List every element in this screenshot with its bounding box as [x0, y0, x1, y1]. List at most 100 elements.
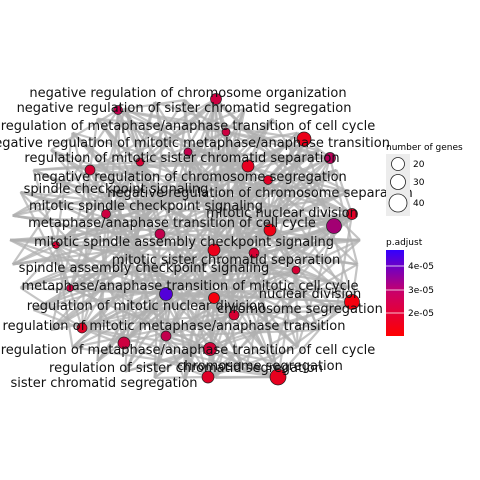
network-node: [344, 294, 360, 310]
network-edge: [117, 98, 186, 112]
network-node: [203, 342, 217, 356]
size-legend: number of genes 20 30 40: [386, 143, 463, 216]
network-edge: [54, 132, 74, 246]
network-edge: [164, 151, 190, 337]
network-node: [228, 309, 240, 321]
node-label: negative regulation of mitotic metaphase…: [0, 136, 390, 151]
color-legend-title: p.adjust: [386, 238, 423, 248]
node-label: nuclear division: [259, 287, 361, 302]
network-edge: [295, 239, 361, 271]
node-label: metaphase/anaphase transition of cell cy…: [28, 216, 316, 231]
network-edge: [139, 131, 298, 164]
node-label: regulation of mitotic metaphase/anaphase…: [3, 319, 346, 334]
size-legend-circle-30: [390, 174, 406, 190]
network-edge: [183, 297, 216, 381]
node-label: mitotic spindle checkpoint signaling: [29, 199, 263, 214]
label-layer: negative regulation of chromosome organi…: [0, 86, 413, 391]
network-node: [291, 265, 301, 275]
node-label: metaphase/anaphase transition of mitotic…: [21, 279, 358, 294]
network-node: [248, 247, 260, 259]
size-legend-label-30: 30: [413, 178, 425, 188]
node-label: regulation of sister chromatid segregati…: [49, 361, 323, 376]
network-node: [154, 228, 166, 240]
network-node: [84, 164, 96, 176]
network-edge: [55, 168, 337, 247]
network-node: [160, 330, 172, 342]
size-legend-label-20: 20: [413, 160, 425, 170]
size-legend-label-40: 40: [413, 199, 425, 209]
network-edge: [266, 179, 272, 231]
size-legend-circle-20: [391, 157, 405, 171]
node-label: mitotic sister chromatid separation: [112, 253, 340, 268]
network-node: [101, 209, 111, 219]
network-edge: [69, 179, 269, 289]
size-legend-title: number of genes: [386, 143, 463, 153]
network-edge: [165, 334, 279, 379]
node-label: regulation of metaphase/anaphase transit…: [1, 119, 376, 134]
network-node: [324, 152, 336, 164]
network-edge: [69, 161, 141, 289]
network-node: [263, 223, 277, 237]
network-edge: [294, 269, 299, 348]
network-edge: [96, 109, 120, 362]
network-edge: [50, 109, 119, 151]
node-label: regulation of metaphase/anaphase transit…: [1, 343, 376, 358]
network-edge: [154, 375, 209, 379]
network-edge: [271, 118, 335, 227]
network-node: [296, 131, 312, 147]
network-node: [113, 105, 123, 115]
network-edge: [19, 161, 141, 289]
network-edge: [159, 232, 215, 252]
node-label: negative regulation of chromosome organi…: [29, 86, 346, 101]
network-edge: [68, 108, 127, 289]
network-node: [52, 241, 60, 249]
network-node: [66, 284, 74, 292]
color-legend-bar: [386, 250, 404, 336]
network-node: [326, 218, 342, 234]
network-edge: [277, 309, 338, 378]
network-node: [241, 159, 255, 173]
network-node: [210, 93, 222, 105]
node-label: negative regulation of chromosome segreg…: [33, 170, 347, 185]
network-node: [208, 292, 220, 304]
node-layer: [52, 93, 360, 386]
network-edge: [105, 212, 271, 232]
network-edge: [183, 131, 228, 381]
network-node: [135, 157, 145, 167]
network-node: [76, 322, 88, 334]
node-label: chromosome segregation: [177, 359, 343, 374]
network-edge: [153, 214, 358, 379]
color-tick-label-1: 4e-05: [408, 262, 434, 272]
network-edge: [295, 225, 335, 271]
node-label: spindle assembly checkpoint signaling: [19, 261, 270, 276]
node-label: negative regulation of chromosome separa…: [107, 186, 413, 201]
network-node: [201, 370, 215, 384]
edge-layer: [9, 98, 361, 381]
color-legend: p.adjust 4e-05 3e-05 2e-05: [386, 238, 434, 336]
network-node: [183, 147, 193, 157]
color-tick-label-2: 3e-05: [408, 286, 434, 296]
network-node: [117, 336, 131, 350]
node-label: negative regulation of sister chromatid …: [17, 101, 352, 116]
node-label: regulation of mitotic sister chromatid s…: [24, 151, 339, 166]
network-edge: [187, 131, 227, 153]
network-edge: [209, 263, 358, 350]
node-label: regulation of mitotic nuclear division: [27, 299, 266, 314]
network-edge: [233, 308, 337, 317]
network-node: [207, 243, 221, 257]
network-edge: [225, 107, 246, 133]
color-tick-label-3: 2e-05: [408, 309, 434, 319]
network-edge: [267, 179, 359, 266]
node-label: chromosome segregation: [217, 302, 383, 317]
network-node: [159, 287, 173, 301]
node-label: mitotic nuclear division: [206, 206, 358, 221]
network-edge: [276, 269, 298, 378]
network-edge: [267, 179, 353, 303]
node-label: mitotic spindle assembly checkpoint sign…: [34, 235, 334, 250]
node-label: spindle checkpoint signaling: [24, 182, 209, 197]
network-edge: [55, 101, 217, 246]
network-edge: [19, 191, 71, 289]
network-node: [263, 175, 273, 185]
network-node: [269, 368, 287, 386]
network-node: [346, 208, 358, 220]
